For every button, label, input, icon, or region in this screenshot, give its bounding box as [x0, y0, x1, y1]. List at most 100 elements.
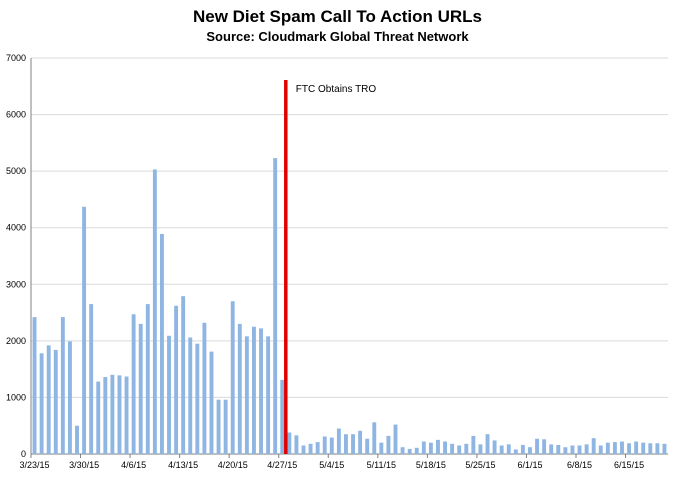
bar: [46, 345, 51, 454]
bar: [60, 317, 65, 454]
bar: [351, 434, 355, 454]
y-tick-label: 7000: [6, 53, 26, 63]
x-tick-label: 6/15/15: [614, 460, 644, 470]
bar: [131, 314, 136, 454]
annotation-label: FTC Obtains TRO: [296, 84, 377, 95]
bar: [365, 438, 370, 454]
bar: [464, 443, 469, 454]
y-tick-label: 1000: [6, 392, 26, 402]
bar: [75, 425, 79, 454]
bar: [372, 422, 377, 454]
bar: [39, 353, 44, 454]
tick-labels: 0 1000 2000 3000 4000 5000 6000 7000 3/23/15 3/30…: [6, 53, 644, 470]
bar: [520, 444, 525, 454]
bar: [96, 381, 101, 454]
bar: [244, 336, 249, 454]
bar: [159, 233, 164, 454]
bar: [344, 434, 348, 454]
x-tick-label: 6/8/15: [567, 460, 592, 470]
bar: [563, 447, 568, 454]
bar: [528, 447, 532, 454]
bar: [506, 444, 511, 454]
bar: [273, 158, 278, 455]
bar: [89, 304, 94, 454]
bar: [556, 444, 561, 454]
bar: [577, 445, 582, 454]
y-tick-label: 2000: [6, 336, 26, 346]
bar: [152, 169, 157, 454]
bar: [32, 317, 37, 454]
x-tick-label: 6/1/15: [517, 460, 542, 470]
bar: [627, 443, 632, 454]
bar: [336, 428, 341, 454]
bar: [485, 434, 490, 454]
bar: [620, 441, 624, 454]
bar: [584, 444, 589, 454]
bar: [358, 430, 363, 454]
bar: [407, 448, 412, 454]
x-tick-label: 5/4/15: [319, 460, 344, 470]
bar: [471, 435, 476, 454]
bar: [252, 326, 256, 454]
bar: [82, 206, 87, 454]
bar: [634, 441, 639, 454]
bar: [400, 447, 405, 454]
bar: [308, 443, 313, 454]
bar: [266, 336, 271, 454]
x-tick-label: 3/23/15: [20, 460, 50, 470]
bar: [145, 304, 150, 454]
bars: [32, 158, 667, 455]
bar: [379, 442, 384, 454]
y-tick-label: 5000: [6, 166, 26, 176]
gridlines: [31, 57, 668, 398]
y-tick-label: 3000: [6, 279, 26, 289]
bar: [195, 343, 200, 454]
bar: [478, 444, 483, 454]
bar: [202, 322, 207, 454]
bar: [124, 376, 129, 454]
bar: [492, 440, 497, 454]
x-tick-label: 4/27/15: [267, 460, 297, 470]
y-tick-label: 6000: [6, 110, 26, 120]
bar: [110, 374, 115, 454]
bar: [188, 337, 193, 454]
bar: [542, 439, 547, 454]
bar: [53, 349, 58, 454]
bar: [223, 399, 228, 454]
bar: [499, 445, 504, 454]
bar: [287, 432, 292, 454]
bar: [280, 379, 285, 454]
bar: [457, 445, 462, 454]
bar: [591, 438, 596, 454]
bar: [655, 443, 660, 454]
bar: [443, 441, 447, 454]
bar: [138, 323, 143, 454]
chart-title: New Diet Spam Call To Action URLs: [192, 7, 483, 26]
y-tick-label: 4000: [6, 223, 26, 233]
bar: [237, 323, 242, 454]
bar: [598, 445, 603, 454]
bar: [513, 449, 518, 454]
bar: [230, 301, 235, 454]
y-tick-label: 0: [21, 449, 26, 459]
bar: [535, 438, 540, 454]
axes: [30, 58, 668, 458]
x-tick-label: 5/11/15: [367, 460, 396, 470]
x-tick-label: 4/6/15: [121, 460, 146, 470]
bar: [612, 442, 617, 454]
bar: [294, 435, 299, 454]
bar: [259, 328, 263, 454]
bar: [209, 351, 214, 454]
chart-subtitle: Source: Cloudmark Global Threat Network: [206, 29, 469, 44]
bar: [216, 399, 221, 454]
bar: [421, 441, 426, 454]
title-block: New Diet Spam Call To Action URLs Source…: [0, 6, 675, 46]
bar: [436, 439, 440, 454]
x-tick-label: 4/20/15: [218, 460, 248, 470]
annotation: FTC Obtains TRO: [284, 80, 377, 454]
x-tick-label: 5/25/15: [465, 460, 495, 470]
bar: [322, 436, 327, 454]
bar: [386, 435, 391, 454]
x-tick-label: 3/30/15: [69, 460, 99, 470]
